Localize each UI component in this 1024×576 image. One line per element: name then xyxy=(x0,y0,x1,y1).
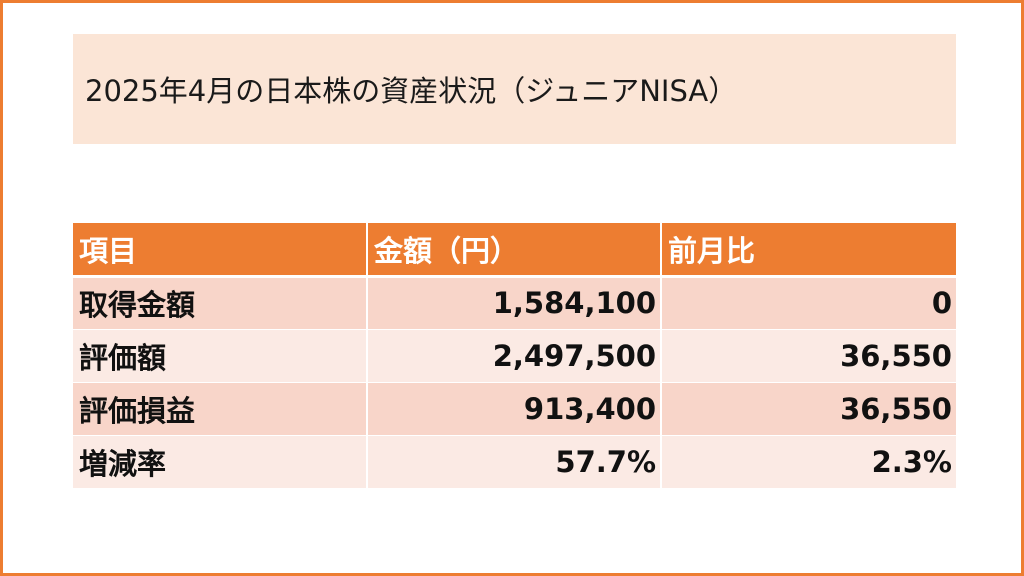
header-change: 前月比 xyxy=(660,223,956,278)
row-change: 0 xyxy=(660,275,956,329)
row-amount: 913,400 xyxy=(366,381,661,435)
row-change: 36,550 xyxy=(660,328,956,382)
header-item: 項目 xyxy=(73,223,367,278)
table-header-row: 項目 金額（円） 前月比 xyxy=(73,223,956,278)
table-row: 取得金額 1,584,100 0 xyxy=(73,275,956,329)
title-banner: 2025年4月の日本株の資産状況（ジュニアNISA） xyxy=(73,34,956,144)
row-amount: 2,497,500 xyxy=(366,328,661,382)
row-amount: 57.7% xyxy=(366,434,661,488)
row-change: 36,550 xyxy=(660,381,956,435)
row-label: 評価損益 xyxy=(73,381,367,435)
asset-status-table: 項目 金額（円） 前月比 取得金額 1,584,100 0 評価額 2,497,… xyxy=(73,223,956,488)
row-label: 取得金額 xyxy=(73,275,367,329)
row-label: 評価額 xyxy=(73,328,367,382)
page-title: 2025年4月の日本株の資産状況（ジュニアNISA） xyxy=(85,74,738,108)
row-amount: 1,584,100 xyxy=(366,275,661,329)
row-change: 2.3% xyxy=(660,434,956,488)
header-amount: 金額（円） xyxy=(366,223,661,278)
table-row: 評価損益 913,400 36,550 xyxy=(73,381,956,435)
table-row: 評価額 2,497,500 36,550 xyxy=(73,328,956,382)
table-row: 増減率 57.7% 2.3% xyxy=(73,434,956,488)
row-label: 増減率 xyxy=(73,434,367,488)
